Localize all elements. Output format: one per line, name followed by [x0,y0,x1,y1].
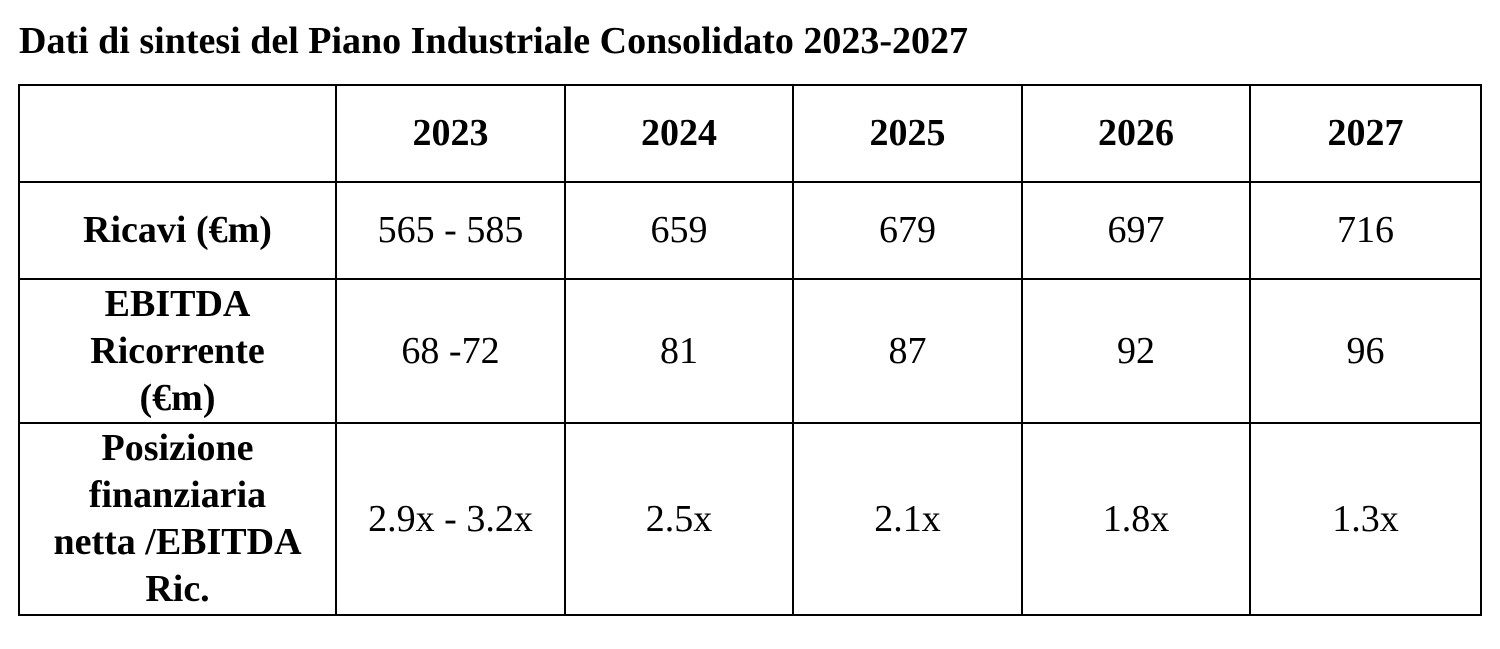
row-label: Posizione finanziaria netta /EBITDA Ric. [18,422,337,616]
table-row-ebitda: EBITDA Ricorrente (€m) 68 -72 81 87 92 9… [18,278,1482,424]
column-header: 2026 [1021,84,1251,183]
column-header: 2023 [335,84,566,183]
table-cell: 697 [1021,181,1251,280]
table-cell: 2.5x [564,422,794,616]
table-cell: 2.9x - 3.2x [335,422,566,616]
table-row-posizione-finanziaria: Posizione finanziaria netta /EBITDA Ric.… [18,422,1482,616]
table-cell: 81 [564,278,794,424]
table-cell: 679 [792,181,1023,280]
column-header: 2025 [792,84,1023,183]
table-cell: 87 [792,278,1023,424]
row-label: Ricavi (€m) [18,181,337,280]
table-cell: 659 [564,181,794,280]
table-cell: 565 - 585 [335,181,566,280]
table-cell: 96 [1249,278,1482,424]
row-label: EBITDA Ricorrente (€m) [18,278,337,424]
table-header-row: 2023 2024 2025 2026 2027 [18,84,1482,183]
table-row-ricavi: Ricavi (€m) 565 - 585 659 679 697 716 [18,181,1482,280]
row-label-line: Posizione [101,427,254,469]
row-label-line: Ric. [145,568,210,610]
row-label-line: (€m) [139,376,216,419]
row-label-line: finanziaria [88,474,267,516]
row-label-line: Ricavi (€m) [83,209,272,251]
table-cell: 716 [1249,181,1482,280]
table-cell: 92 [1021,278,1251,424]
table-cell: 2.1x [792,422,1023,616]
document-title: Dati di sintesi del Piano Industriale Co… [19,20,969,62]
table-cell: 1.3x [1249,422,1482,616]
column-header: 2027 [1249,84,1482,183]
table-cell: 1.8x [1021,422,1251,616]
table-cell: 68 -72 [335,278,566,424]
summary-table: 2023 2024 2025 2026 2027 Ricavi (€m) 565… [18,84,1482,616]
row-label-line: Ricorrente [90,329,265,372]
header-empty-cell [18,84,337,183]
row-label-line: EBITDA [104,282,251,325]
column-header: 2024 [564,84,794,183]
row-label-line: netta /EBITDA [53,521,302,563]
